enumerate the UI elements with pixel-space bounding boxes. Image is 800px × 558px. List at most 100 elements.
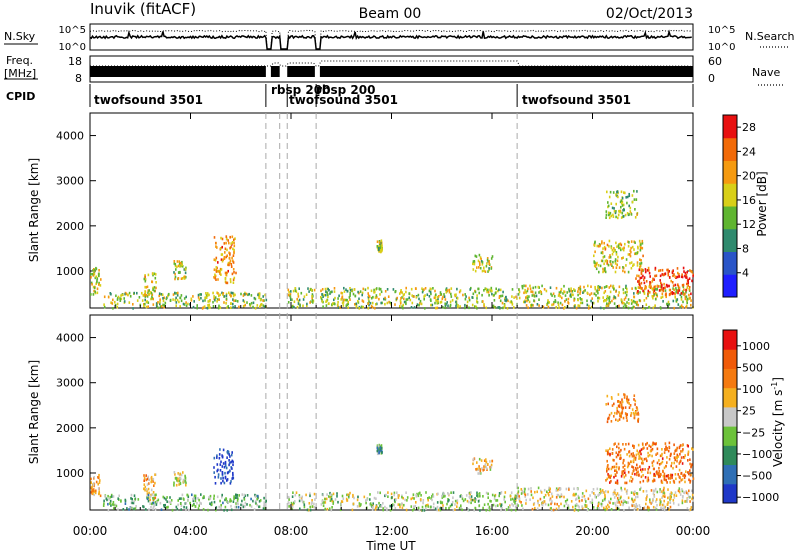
cpid-segment-label-4: twofsound 3501 bbox=[522, 93, 631, 107]
power-cell bbox=[573, 305, 576, 308]
power-cell bbox=[115, 294, 117, 298]
power-cell bbox=[633, 263, 635, 266]
vel-cell bbox=[572, 505, 574, 509]
power-cell bbox=[144, 279, 147, 283]
power-cell bbox=[661, 283, 663, 287]
vel-cell bbox=[137, 498, 140, 501]
power-cell bbox=[341, 296, 343, 300]
power-cell bbox=[536, 303, 539, 306]
power-cell bbox=[232, 306, 234, 309]
power-cell bbox=[384, 296, 386, 300]
vel-cell bbox=[229, 482, 232, 485]
vel-cell bbox=[429, 505, 432, 509]
power-cell bbox=[631, 287, 633, 290]
vel-cell bbox=[606, 467, 608, 471]
vel-cell bbox=[681, 501, 684, 505]
vel-cell bbox=[607, 449, 609, 452]
vel-cell bbox=[218, 456, 221, 460]
vel-cell bbox=[618, 446, 620, 450]
power-cell bbox=[247, 293, 249, 297]
power-cell bbox=[651, 280, 654, 283]
vel-cell bbox=[144, 485, 147, 489]
vel-cell bbox=[509, 505, 511, 509]
vel-cell bbox=[687, 453, 689, 456]
power-cell bbox=[581, 298, 583, 301]
vel-cell bbox=[311, 505, 314, 508]
vel-cell bbox=[532, 503, 535, 506]
power-cell bbox=[119, 297, 121, 300]
power-cell bbox=[602, 247, 604, 250]
power-cell bbox=[600, 251, 603, 255]
vel-cell bbox=[630, 414, 632, 417]
power-cell bbox=[434, 296, 437, 299]
vel-cell bbox=[98, 492, 101, 495]
power-cell bbox=[634, 241, 636, 244]
vel-cell bbox=[681, 489, 684, 493]
power-cell bbox=[229, 293, 231, 297]
vel-cell bbox=[476, 494, 478, 497]
power-cell bbox=[149, 291, 151, 295]
power-cell bbox=[330, 290, 332, 294]
vel-cell bbox=[487, 507, 490, 510]
vel-cell bbox=[557, 488, 559, 492]
vel-cell bbox=[668, 445, 670, 449]
power-cell bbox=[216, 298, 219, 301]
power-cell bbox=[615, 215, 617, 219]
vel-cell bbox=[613, 496, 616, 499]
vel-cell bbox=[613, 490, 616, 494]
vel-cell bbox=[598, 507, 600, 510]
power-cell bbox=[654, 297, 657, 301]
vel-cell bbox=[676, 459, 678, 463]
vel-cell bbox=[376, 446, 379, 450]
power-cell bbox=[380, 301, 382, 305]
power-cell bbox=[442, 306, 444, 309]
power-cell bbox=[322, 295, 324, 298]
vel-cell bbox=[639, 449, 641, 453]
power-cell bbox=[633, 248, 635, 251]
vel-cell bbox=[255, 502, 257, 505]
power-cell bbox=[494, 306, 497, 309]
power-cell bbox=[445, 291, 448, 294]
vel-cell bbox=[673, 496, 676, 499]
power-cell bbox=[654, 288, 656, 291]
power-cell bbox=[620, 205, 622, 209]
power-cell bbox=[235, 299, 237, 302]
power-cell bbox=[594, 250, 596, 254]
power-cell bbox=[648, 271, 651, 275]
vel-cell bbox=[595, 495, 597, 499]
power-cell bbox=[399, 299, 402, 303]
vel-cell bbox=[447, 498, 449, 501]
vel-cell bbox=[446, 502, 448, 506]
power-cell bbox=[322, 305, 324, 308]
vel-cell bbox=[609, 447, 611, 451]
vel-cell bbox=[566, 498, 569, 502]
vel-cell bbox=[635, 411, 637, 415]
vel-cell bbox=[603, 506, 605, 510]
vel-cell bbox=[370, 503, 373, 507]
vel-cell bbox=[381, 451, 383, 454]
vel-cell bbox=[679, 460, 681, 464]
power-cell bbox=[590, 285, 592, 288]
vel-cell bbox=[456, 499, 459, 502]
vel-cell bbox=[610, 467, 613, 471]
power-cell bbox=[633, 292, 635, 295]
power-cell bbox=[588, 307, 590, 310]
vel-cell bbox=[521, 489, 523, 493]
power-cell bbox=[586, 299, 588, 303]
power-cell bbox=[474, 254, 477, 258]
vel-cell bbox=[377, 506, 380, 510]
vel-cell bbox=[551, 500, 553, 503]
vel-cell bbox=[688, 472, 690, 476]
vel-cell bbox=[134, 507, 137, 510]
power-cell bbox=[616, 259, 619, 263]
power-cell bbox=[564, 300, 566, 303]
vel-cell bbox=[124, 502, 127, 505]
power-cell bbox=[157, 306, 159, 310]
vel-cell bbox=[209, 494, 212, 498]
power-cell bbox=[559, 301, 562, 305]
vel-cell bbox=[511, 497, 514, 501]
power-ylabel: Slant Range [km] bbox=[27, 158, 41, 262]
vel-cell bbox=[202, 496, 204, 500]
power-cell bbox=[530, 304, 532, 307]
power-cell bbox=[594, 287, 597, 291]
